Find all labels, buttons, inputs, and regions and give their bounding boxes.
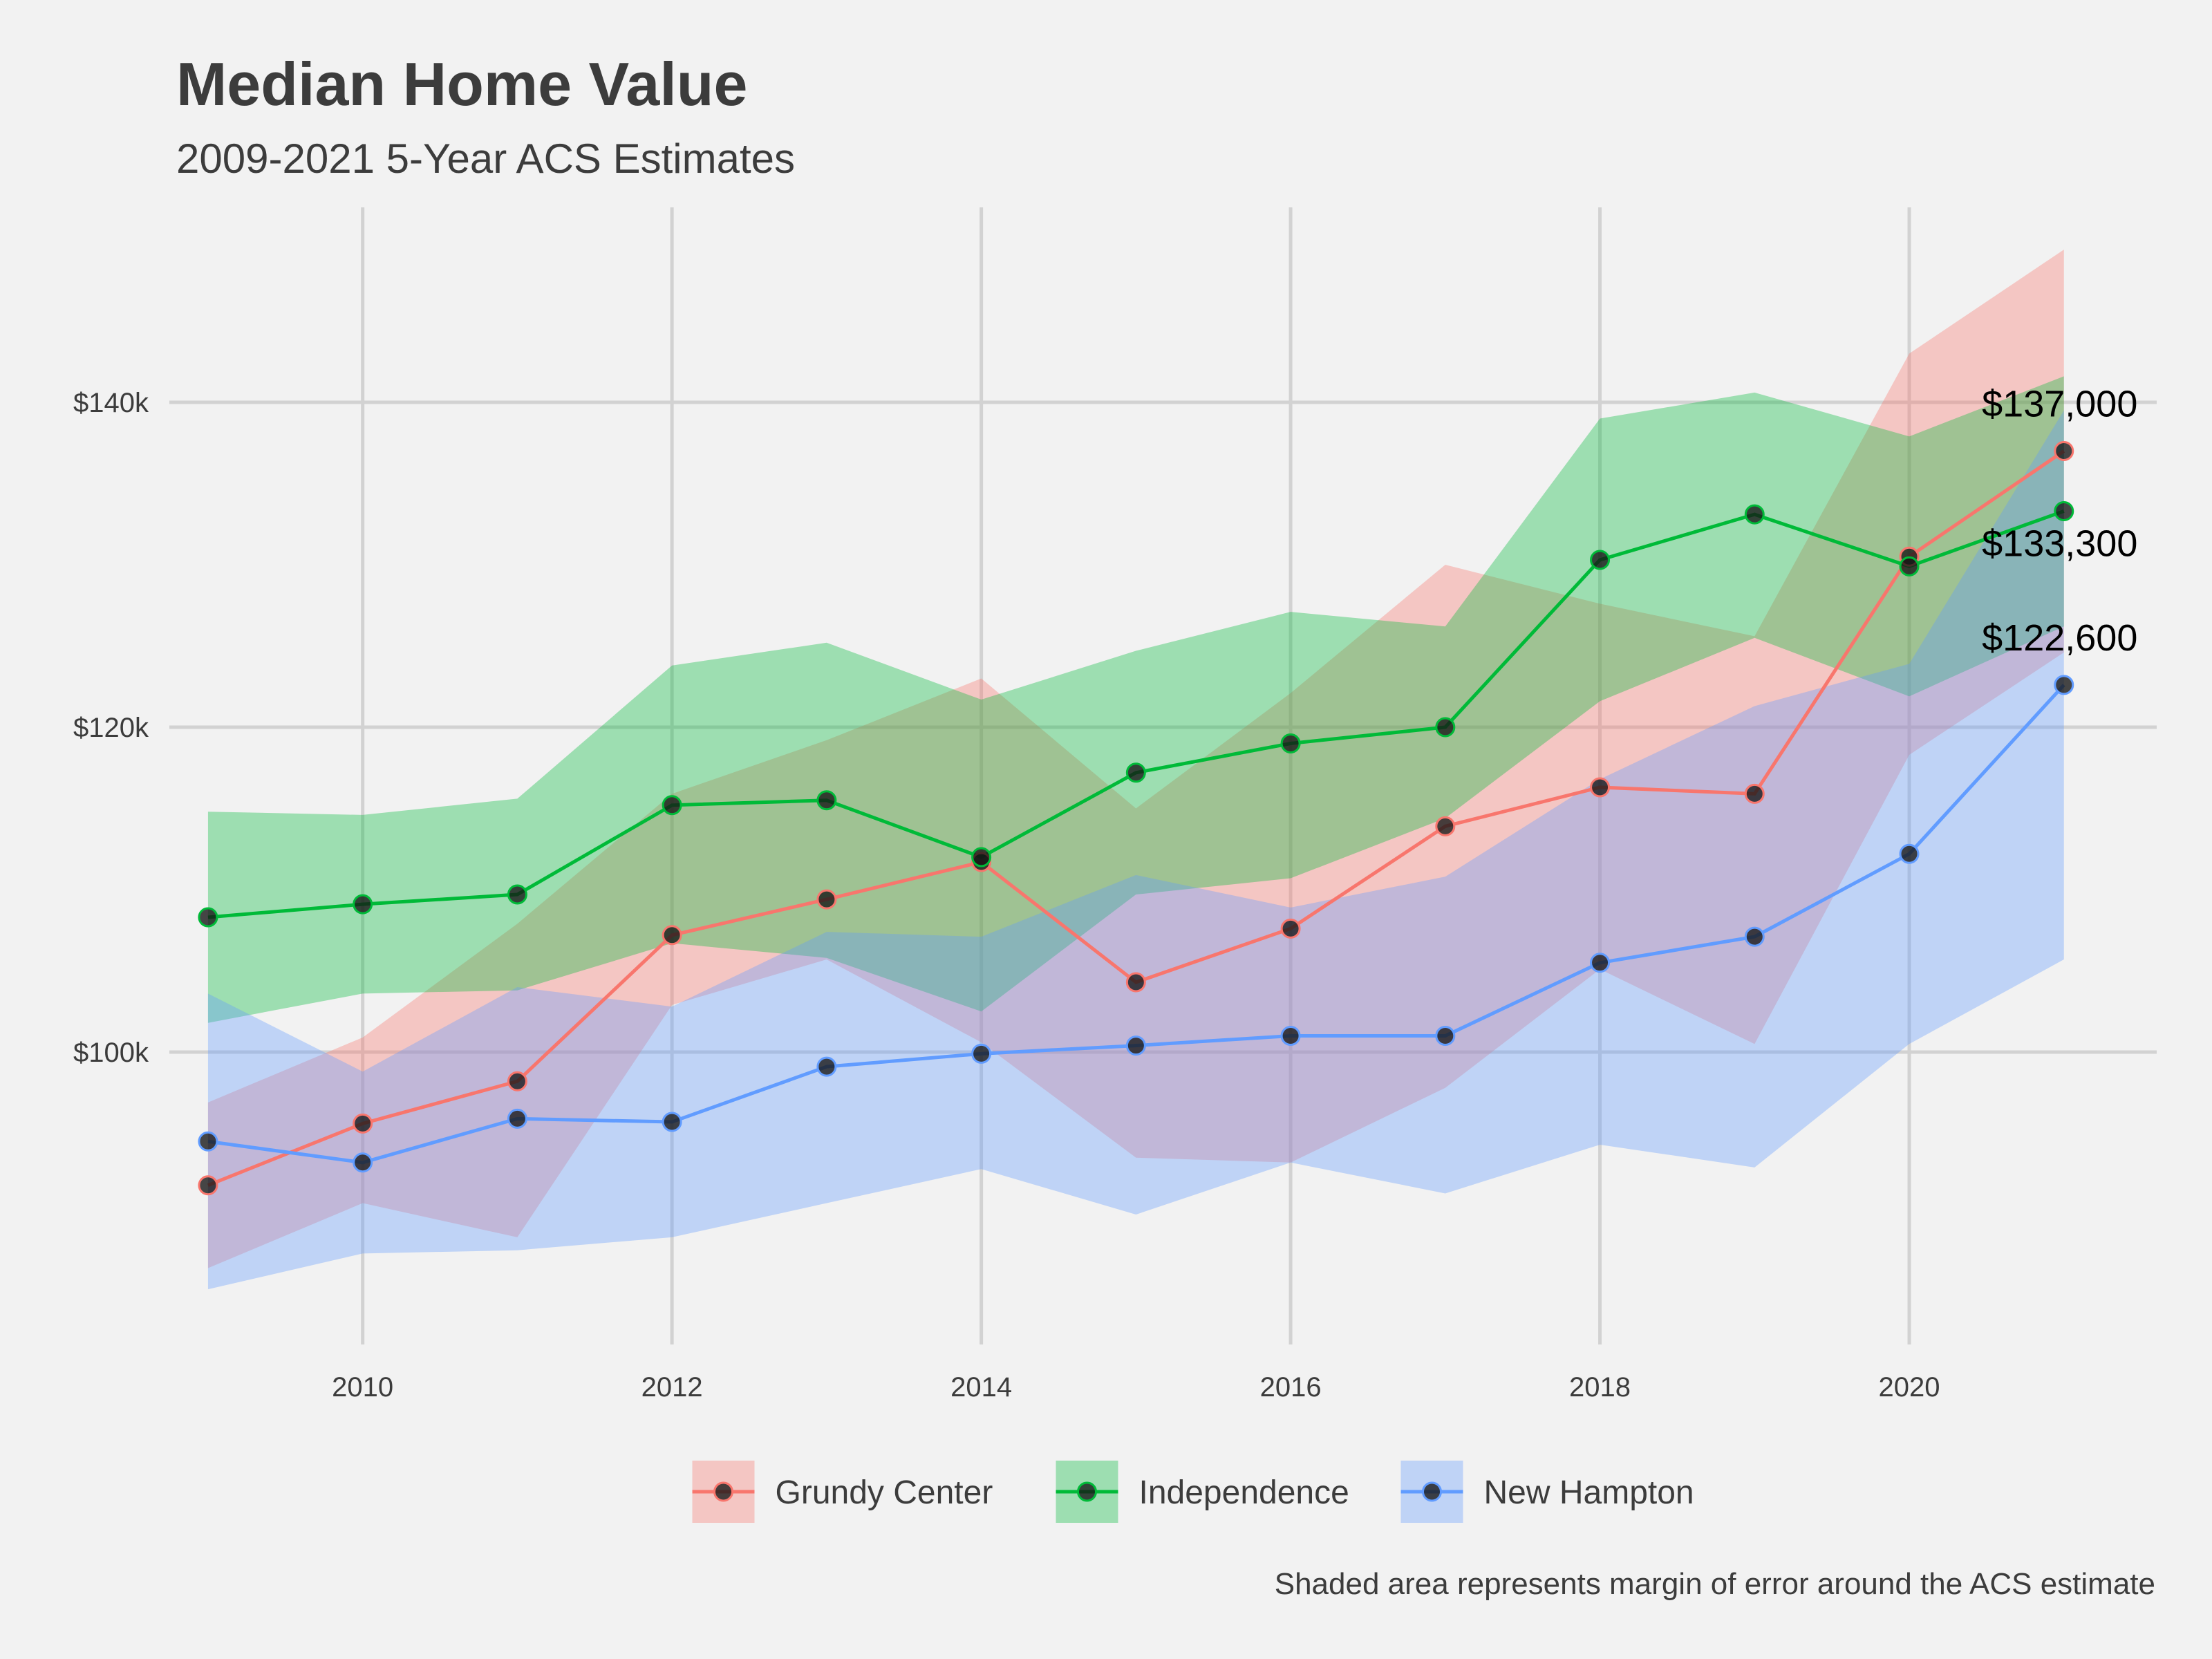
- data-point: [816, 790, 837, 811]
- data-point: [507, 1071, 527, 1091]
- data-point: [1435, 816, 1456, 836]
- y-tick-label: $120k: [73, 713, 149, 743]
- end-value-label: $133,300: [1982, 523, 2137, 564]
- data-point: [1744, 926, 1765, 947]
- data-points: [198, 441, 2074, 1196]
- chart-caption: Shaded area represents margin of error a…: [1275, 1567, 2155, 1601]
- legend-label: New Hampton: [1484, 1474, 1694, 1511]
- data-point: [971, 1043, 992, 1064]
- data-point: [353, 1152, 373, 1173]
- chart-title: Median Home Value: [176, 50, 747, 118]
- x-tick-label: 2016: [1260, 1372, 1322, 1403]
- x-tick-label: 2020: [1879, 1372, 1940, 1403]
- data-point: [1590, 777, 1611, 798]
- data-point: [198, 1131, 218, 1152]
- data-point: [662, 795, 682, 816]
- end-labels: $137,000 $133,300 $122,600: [1982, 384, 2137, 659]
- data-point: [816, 889, 837, 910]
- data-point: [971, 847, 992, 868]
- error-ribbon: [207, 376, 2064, 1023]
- error-ribbon: [207, 410, 2064, 1290]
- data-point: [1435, 717, 1456, 738]
- legend-item: New Hampton: [1400, 1461, 1694, 1523]
- legend-point: [713, 1481, 733, 1502]
- data-point: [2054, 675, 2074, 695]
- data-point: [1280, 733, 1301, 753]
- y-tick-label: $100k: [73, 1038, 149, 1068]
- y-tick-label: $140k: [73, 388, 149, 418]
- legend-label: Independence: [1139, 1474, 1349, 1511]
- data-point: [1125, 972, 1146, 993]
- legend-point: [1422, 1481, 1442, 1502]
- plot-area: $137,000 $133,300 $122,600: [169, 207, 2157, 1344]
- data-point: [507, 1108, 527, 1129]
- x-tick-label: 2018: [1569, 1372, 1631, 1403]
- x-axis-ticks: 2010 2012 2014 2016 2018 2020: [332, 1372, 1940, 1403]
- data-point: [507, 884, 527, 905]
- legend-label: Grundy Center: [776, 1474, 993, 1511]
- data-point: [1125, 762, 1146, 783]
- data-point: [1899, 843, 1920, 864]
- data-point: [662, 1112, 682, 1132]
- data-point: [1590, 953, 1611, 973]
- legend-point: [1077, 1481, 1097, 1502]
- legend: Grundy Center Independence New Hampton: [692, 1461, 1694, 1523]
- x-tick-label: 2010: [332, 1372, 393, 1403]
- grid-lines: [169, 207, 2157, 1344]
- legend-item: Independence: [1056, 1461, 1349, 1523]
- data-point: [1899, 556, 1920, 577]
- data-point: [1125, 1035, 1146, 1056]
- legend-item: Grundy Center: [692, 1461, 993, 1523]
- data-point: [1280, 918, 1301, 939]
- data-point: [198, 907, 218, 928]
- y-axis-ticks: $100k $120k $140k: [73, 388, 149, 1068]
- data-point: [1280, 1026, 1301, 1046]
- data-point: [198, 1175, 218, 1196]
- data-point: [1744, 504, 1765, 525]
- data-point: [816, 1056, 837, 1077]
- x-tick-label: 2014: [950, 1372, 1012, 1403]
- x-tick-label: 2012: [641, 1372, 703, 1403]
- data-point: [2054, 441, 2074, 461]
- data-point: [353, 1113, 373, 1134]
- data-point: [1590, 550, 1611, 570]
- data-point: [1435, 1026, 1456, 1046]
- chart-subtitle: 2009-2021 5-Year ACS Estimates: [176, 135, 795, 182]
- end-value-label: $122,600: [1982, 617, 2137, 659]
- data-point: [1744, 783, 1765, 804]
- error-ribbon: [207, 250, 2064, 1268]
- data-point: [353, 894, 373, 915]
- end-value-label: $137,000: [1982, 384, 2137, 425]
- data-point: [662, 925, 682, 946]
- data-point: [2054, 500, 2074, 521]
- error-ribbons: [207, 250, 2064, 1290]
